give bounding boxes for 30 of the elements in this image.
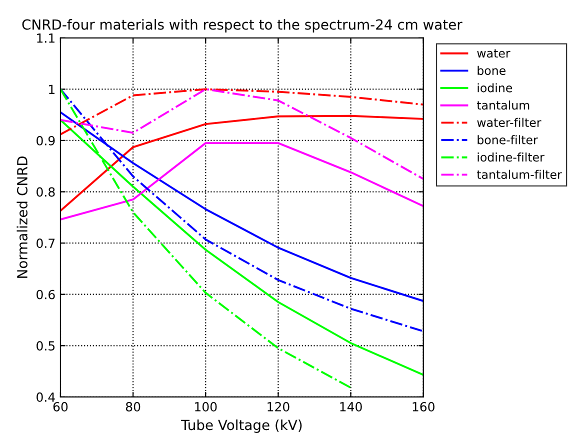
legend-label: water-filter [477,118,542,127]
y-tick-label: 0.8 [36,187,55,197]
y-tick-label: 0.4 [36,392,55,402]
x-tick-label: 100 [195,402,217,412]
legend-label: bone-filter [478,135,538,144]
legend-label: water [477,49,510,58]
line-series [60,142,424,220]
legend-label: tantalum-filter [476,170,562,179]
line-series [60,114,424,212]
x-tick-label: 140 [340,402,362,412]
legend-label: tantalum [476,100,530,110]
legend-label: bone [478,66,506,75]
x-tick-label: 160 [412,402,434,412]
line-series [60,88,424,136]
y-tick-label: 0.7 [36,238,55,248]
y-tick-label: 1.1 [37,34,54,43]
y-tick-label: 0.5 [36,341,55,351]
x-tick-label: 120 [268,402,290,412]
y-tick-label: 0.6 [36,290,55,300]
line-series [60,88,424,332]
chart-title: CNRD-four materials with respect to the spectrum-24 cm water [22,19,462,32]
x-tick-label: 80 [126,402,140,412]
x-tick-label: 60 [53,402,68,412]
y-axis-title: Normalized CNRD [16,156,28,278]
y-tick-label: 1 [49,84,54,94]
legend-label: iodine-filter [478,152,544,162]
legend-label: iodine [478,83,512,92]
line-series [60,88,424,180]
y-tick-label: 0.9 [36,136,55,146]
x-axis-title: Tube Voltage (kV) [180,419,302,433]
